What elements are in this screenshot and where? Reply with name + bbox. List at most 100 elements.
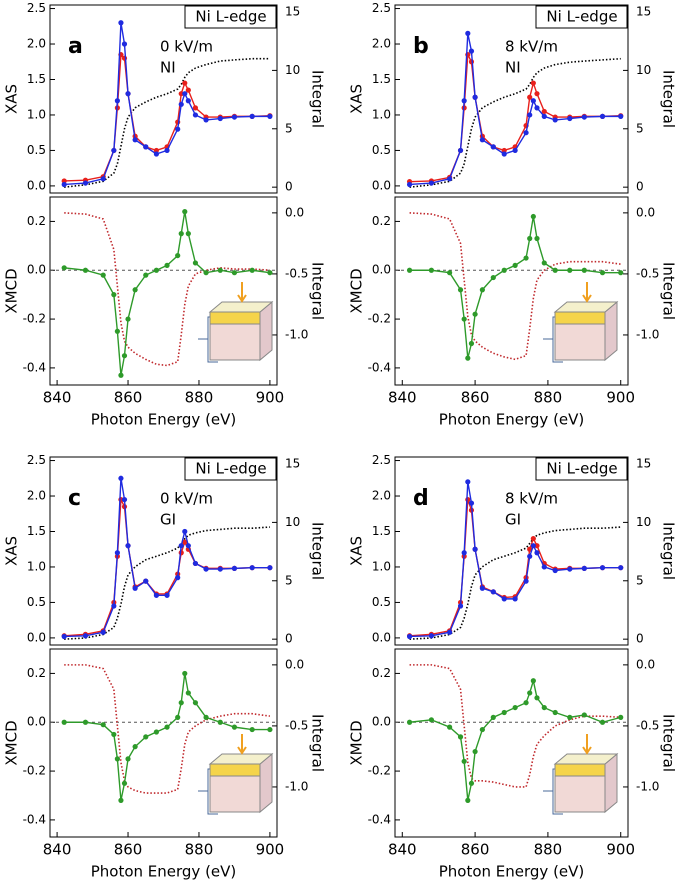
y2-axis-label: Integral <box>309 714 327 772</box>
data-point <box>512 147 518 154</box>
panel-letter: b <box>413 34 429 59</box>
label-box <box>535 457 628 481</box>
data-point <box>61 719 67 725</box>
data-point <box>231 114 238 120</box>
inset-film <box>554 311 606 325</box>
x-tick-label: 880 <box>534 389 563 407</box>
data-point <box>527 94 533 100</box>
y-tick-label: 0.0 <box>372 630 391 644</box>
y2-tick-label: 15 <box>285 457 300 471</box>
data-point <box>111 147 117 154</box>
data-point <box>132 287 138 293</box>
data-point <box>118 20 124 26</box>
data-point <box>164 592 170 598</box>
plot-frame <box>394 648 629 838</box>
x-axis-label: Photon Energy (eV) <box>439 411 585 429</box>
data-point <box>182 209 188 215</box>
data-point <box>143 734 149 740</box>
data-point <box>217 566 223 572</box>
data-point <box>182 91 188 97</box>
data-point <box>534 695 540 701</box>
data-point <box>457 734 464 740</box>
data-point <box>581 565 587 571</box>
y-tick-label: -0.4 <box>368 360 391 374</box>
y-tick-label: 0.0 <box>27 178 46 192</box>
data-point <box>530 80 536 86</box>
y2-tick-label: 0 <box>636 632 644 646</box>
data-point <box>231 724 238 730</box>
box-label: Ni L-edge <box>546 8 617 26</box>
plot-frame <box>49 648 278 838</box>
x-tick-label: 860 <box>114 841 143 859</box>
data-point <box>249 565 255 571</box>
data-point <box>192 105 199 111</box>
data-point <box>599 113 606 119</box>
y2-tick-label: 0.0 <box>636 657 655 671</box>
y-tick-label: 2.0 <box>27 37 46 51</box>
data-point <box>185 231 191 237</box>
label-box <box>535 5 628 29</box>
data-point <box>267 113 273 119</box>
data-point <box>472 94 478 100</box>
data-point <box>552 117 558 123</box>
data-point <box>447 176 453 182</box>
y-tick-label: -0.4 <box>23 360 46 374</box>
y2-tick-label: 10 <box>285 63 300 77</box>
data-point <box>541 564 547 570</box>
y-axis-label: XAS <box>3 84 21 114</box>
data-point <box>406 719 413 725</box>
field-label: 8 kV/m <box>505 490 558 508</box>
data-line <box>64 478 270 638</box>
data-point <box>530 98 536 104</box>
field-label: 0 kV/m <box>160 38 213 56</box>
panel-letter: c <box>68 486 81 511</box>
y2-tick-label: 5 <box>636 573 644 587</box>
data-point <box>249 267 255 273</box>
data-point <box>457 603 464 609</box>
y-axis-label: XMCD <box>348 720 366 765</box>
data-point <box>178 543 184 549</box>
y-tick-label: 1.0 <box>372 107 391 121</box>
data-point <box>267 270 273 276</box>
data-point <box>523 255 529 261</box>
data-point <box>192 112 199 118</box>
data-point <box>82 719 89 725</box>
data-point <box>479 585 485 591</box>
data-point <box>217 719 223 725</box>
integral-line <box>409 664 621 788</box>
device-inset <box>198 282 274 363</box>
y2-tick-label: -1.0 <box>636 327 659 341</box>
data-point <box>472 748 478 755</box>
data-point <box>118 797 124 803</box>
x-axis-label: Photon Energy (eV) <box>439 863 585 881</box>
inset-substrate <box>554 775 606 813</box>
data-point <box>118 372 124 378</box>
y-tick-label: 0.5 <box>27 595 46 609</box>
data-point <box>406 181 413 188</box>
data-point <box>175 126 181 132</box>
data-point <box>552 567 558 574</box>
y-tick-label: -0.4 <box>368 812 391 826</box>
box-label: Ni L-edge <box>195 8 266 26</box>
data-point <box>468 500 475 506</box>
data-point <box>164 262 170 268</box>
data-point <box>618 113 624 119</box>
data-point <box>178 231 184 237</box>
y2-tick-label: 10 <box>636 515 651 529</box>
data-point <box>523 578 529 584</box>
data-point <box>523 130 529 136</box>
data-point <box>479 137 485 143</box>
data-point <box>567 566 573 572</box>
data-point <box>468 48 475 54</box>
data-point <box>618 714 624 720</box>
inset-film <box>209 311 261 325</box>
data-point <box>175 575 181 581</box>
data-point <box>132 585 138 591</box>
box-label: Ni L-edge <box>195 460 266 478</box>
plot-frame <box>394 196 629 386</box>
data-point <box>267 726 273 733</box>
data-point <box>153 267 160 273</box>
data-point <box>447 270 453 276</box>
data-point <box>121 353 128 359</box>
data-point <box>182 528 188 535</box>
